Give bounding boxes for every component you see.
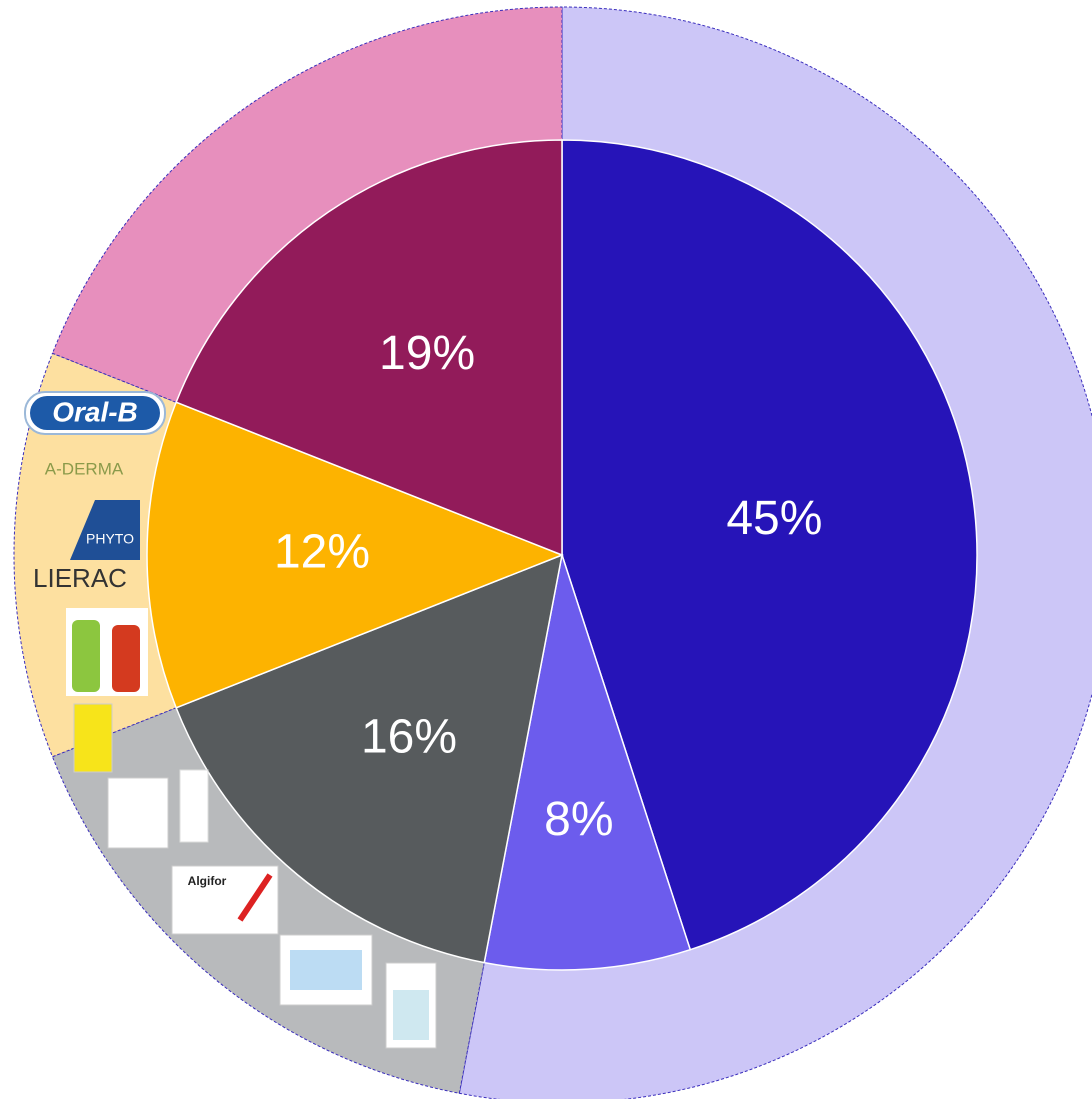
product: [290, 950, 362, 990]
product: [107, 777, 169, 849]
product: [73, 703, 113, 773]
data-label: 45%: [726, 492, 822, 545]
logo-text: Oral-B: [52, 396, 138, 427]
inner-slice: [483, 554, 692, 971]
inner-slice: [146, 401, 565, 709]
data-label: 19%: [379, 327, 475, 380]
product-images: Oral-B A-DERMA PHYTO LIERAC Algifor: [24, 391, 437, 1049]
logo-text: A-DERMA: [45, 459, 124, 478]
inner-slice: [175, 553, 563, 964]
logo-text: Algifor: [188, 874, 227, 888]
data-label: 8%: [544, 793, 613, 846]
logo-text: LIERAC: [33, 563, 127, 593]
rings: 45% 8% 16% 12% 19%: [13, 6, 1092, 1099]
product: [112, 625, 140, 692]
logo-text: PHYTO: [86, 531, 134, 547]
data-label: 16%: [361, 711, 457, 764]
logo-box: [30, 396, 160, 430]
logo-shape: [70, 500, 140, 560]
product: [171, 865, 279, 935]
product: [179, 769, 209, 843]
inner-slice: [561, 139, 978, 951]
data-label: 12%: [274, 526, 370, 579]
product-stripe: [237, 873, 273, 922]
inner-slice: [175, 139, 563, 557]
product: [72, 620, 100, 692]
product: [393, 990, 429, 1040]
